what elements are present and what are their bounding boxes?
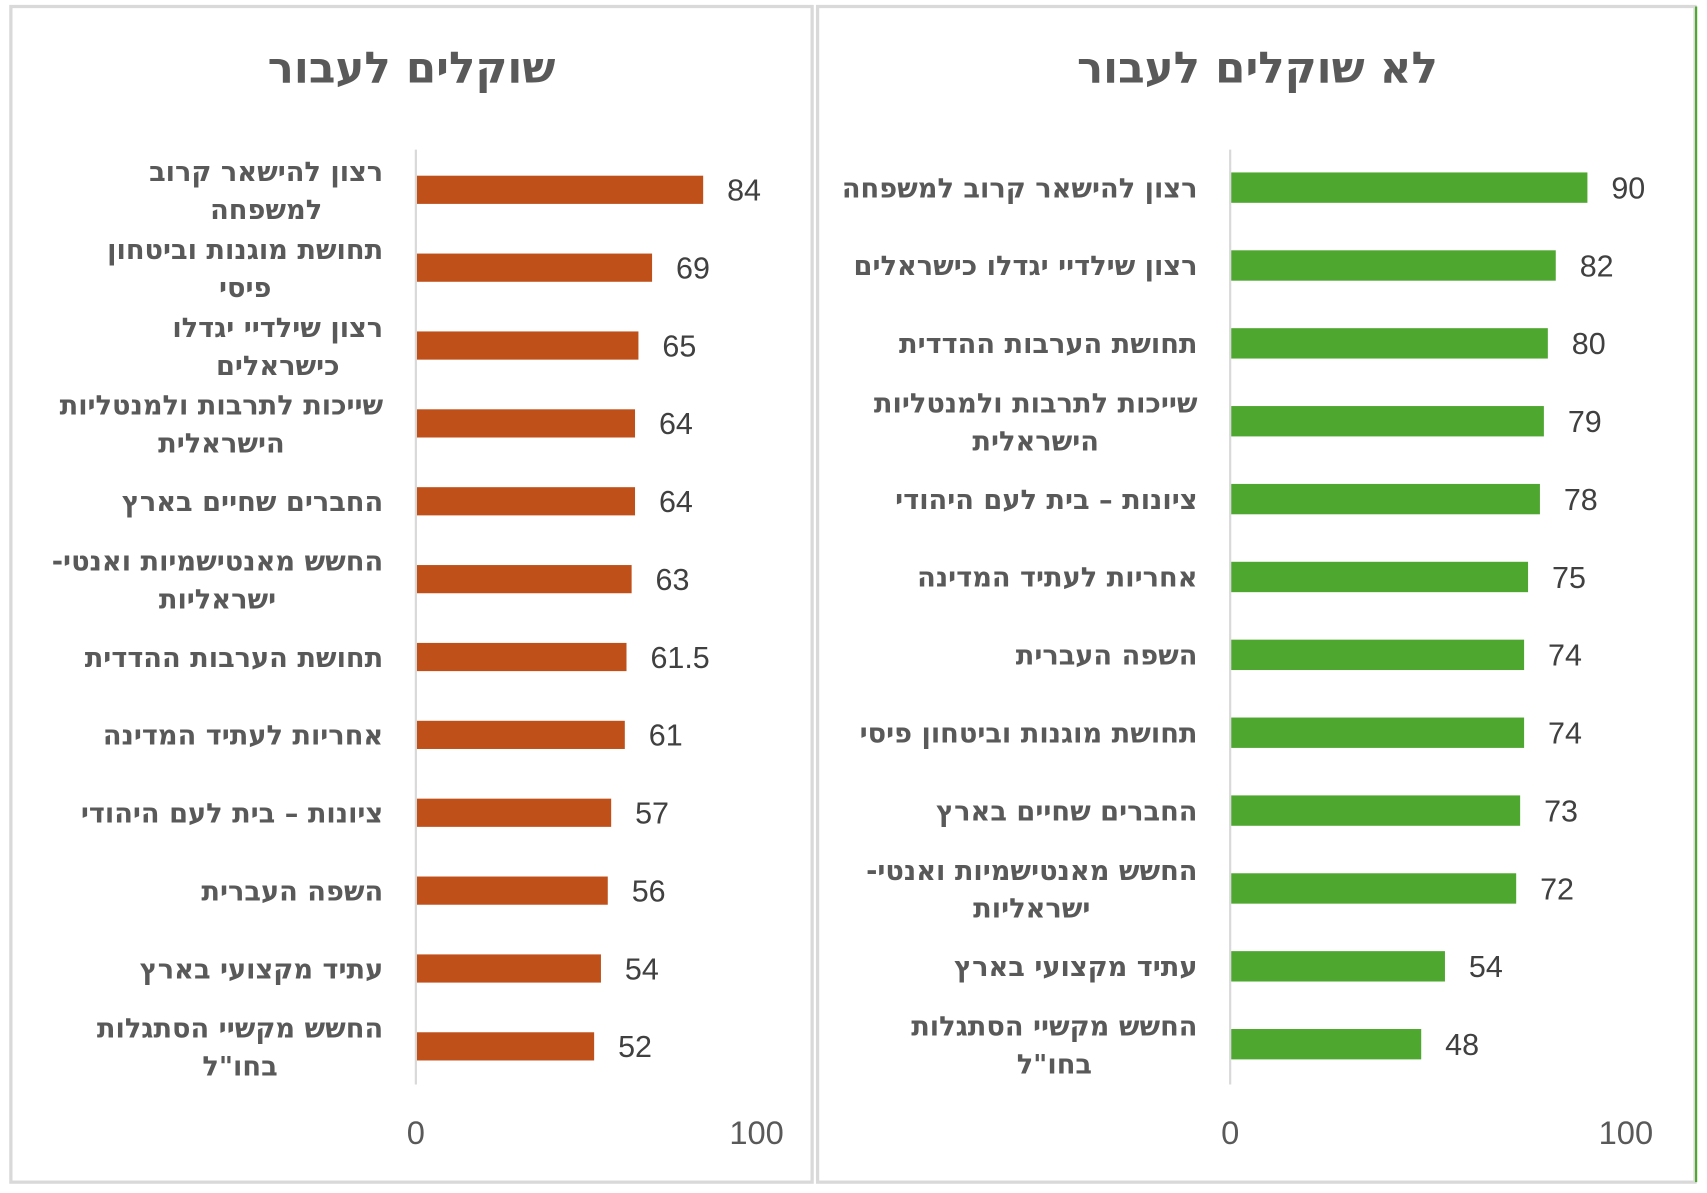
left-category-label: השפה העברית (201, 876, 383, 907)
right-bar (1231, 873, 1517, 904)
right-bar (1231, 795, 1521, 826)
left-category-label: אחריות לעתיד המדינה (103, 721, 383, 752)
left-category-label: החברים שחיים בארץ (122, 487, 383, 518)
right-bar (1231, 561, 1529, 593)
right-category-label: אחריות לעתיד המדינה (917, 563, 1197, 594)
right-category-label: רצון שילדיי יגדלו כישראלים (854, 251, 1198, 282)
left-value-label: 63 (656, 563, 690, 597)
left-chart: 84 רצון להישאר קרוב למשפחה 69 תחושת מוגנות ו… (52, 149, 784, 1151)
left-value-label: 84 (727, 174, 761, 208)
left-bar (416, 876, 608, 905)
left-tick-label: 0 (407, 1114, 425, 1151)
right-bar (1231, 951, 1445, 982)
left-category-label-line2: כישראלים (216, 351, 340, 382)
right-bar (1231, 328, 1548, 359)
left-bar (416, 175, 704, 204)
right-value-label: 82 (1580, 249, 1614, 283)
right-value-label: 80 (1572, 327, 1606, 361)
left-category-label: עתיד מקצועי בארץ (140, 954, 383, 985)
right-bar (1231, 1029, 1422, 1060)
right-bar (1231, 250, 1556, 281)
left-value-label: 56 (632, 875, 666, 909)
right-value-label: 74 (1548, 639, 1582, 673)
left-bar (416, 1032, 595, 1061)
right-category-label: ציונות – בית לעם היהודי (895, 485, 1197, 516)
right-value-label: 48 (1445, 1028, 1479, 1062)
right-category-label: החשש מאנטישמיות ואנטי- (866, 856, 1197, 887)
right-value-label: 79 (1568, 405, 1602, 439)
right-category-label: עתיד מקצועי בארץ (954, 952, 1197, 983)
left-panel-border (9, 4, 814, 1184)
left-category-label: רצון שילדיי יגדלו (172, 313, 383, 344)
right-category-label: תחושת מוגנות וביטחון פיסי (860, 719, 1198, 750)
right-category-label-line2: בחו"ל (1017, 1050, 1092, 1081)
right-tick-label: 100 (1599, 1114, 1653, 1151)
right-bar (1231, 406, 1544, 437)
right-chart: 90 רצון להישאר קרוב למשפחה 82 רצון שילדיי י… (842, 149, 1653, 1151)
left-value-label: 61.5 (650, 641, 709, 675)
left-category-label-line2: פיסי (219, 273, 271, 304)
left-category-label-line2: ישראליות (159, 584, 276, 615)
left-tick-label: 100 (729, 1114, 783, 1151)
left-category-label: תחושת מוגנות וביטחון (107, 235, 383, 266)
left-value-label: 54 (625, 952, 659, 986)
right-value-label: 74 (1548, 717, 1582, 751)
left-bar (416, 409, 636, 438)
right-category-label-line2: הישראלית (972, 427, 1099, 458)
right-bar (1231, 483, 1540, 515)
left-category-label: החשש מאנטישמיות ואנטי- (52, 547, 383, 578)
right-value-label: 72 (1540, 872, 1574, 906)
left-value-label: 65 (662, 329, 696, 363)
right-category-label-line2: ישראליות (973, 894, 1090, 925)
right-bar (1231, 172, 1588, 203)
right-value-label: 90 (1611, 172, 1645, 206)
right-chart-title: לא שוקלים לעבור (1077, 43, 1438, 93)
left-bar (416, 253, 653, 282)
right-value-label: 73 (1544, 794, 1578, 828)
right-bar (1231, 639, 1525, 671)
left-bar (416, 331, 639, 360)
left-value-label: 64 (659, 407, 693, 441)
left-bar (416, 798, 612, 827)
right-category-label: תחושת הערבות ההדדית (899, 329, 1197, 360)
left-category-label: תחושת הערבות ההדדית (85, 643, 383, 674)
left-value-label: 61 (649, 719, 683, 753)
left-bar (416, 642, 627, 672)
right-value-label: 54 (1469, 950, 1503, 984)
left-category-label: רצון להישאר קרוב (149, 157, 383, 188)
left-value-label: 69 (676, 252, 710, 286)
left-value-label: 52 (618, 1030, 652, 1064)
left-chart-title: שוקלים לעבור (268, 43, 556, 93)
right-category-label: רצון להישאר קרוב למשפחה (842, 173, 1198, 204)
right-category-label: החשש מקשיי הסתגלות (911, 1012, 1197, 1043)
left-value-label: 57 (635, 797, 669, 831)
right-bar (1231, 717, 1525, 748)
left-category-label-line2: למשפחה (210, 195, 322, 226)
left-bar (416, 954, 601, 983)
left-bar (416, 565, 632, 594)
left-category-label: שייכות לתרבות ולמנטליות (60, 391, 384, 422)
left-category-label: החשש מקשיי הסתגלות (97, 1014, 383, 1045)
left-bar (416, 487, 636, 516)
right-category-label: החברים שחיים בארץ (936, 796, 1197, 827)
right-category-label: השפה העברית (1016, 641, 1198, 672)
right-value-label: 78 (1564, 483, 1598, 517)
left-category-label-line2: הישראלית (158, 429, 285, 460)
left-category-label: ציונות – בית לעם היהודי (81, 799, 383, 830)
right-tick-label: 0 (1221, 1114, 1239, 1151)
left-value-label: 64 (659, 485, 693, 519)
right-value-label: 75 (1552, 561, 1586, 595)
right-category-label: שייכות לתרבות ולמנטליות (874, 389, 1198, 420)
left-category-label-line2: בחו"ל (202, 1052, 277, 1083)
left-bar (416, 720, 625, 749)
